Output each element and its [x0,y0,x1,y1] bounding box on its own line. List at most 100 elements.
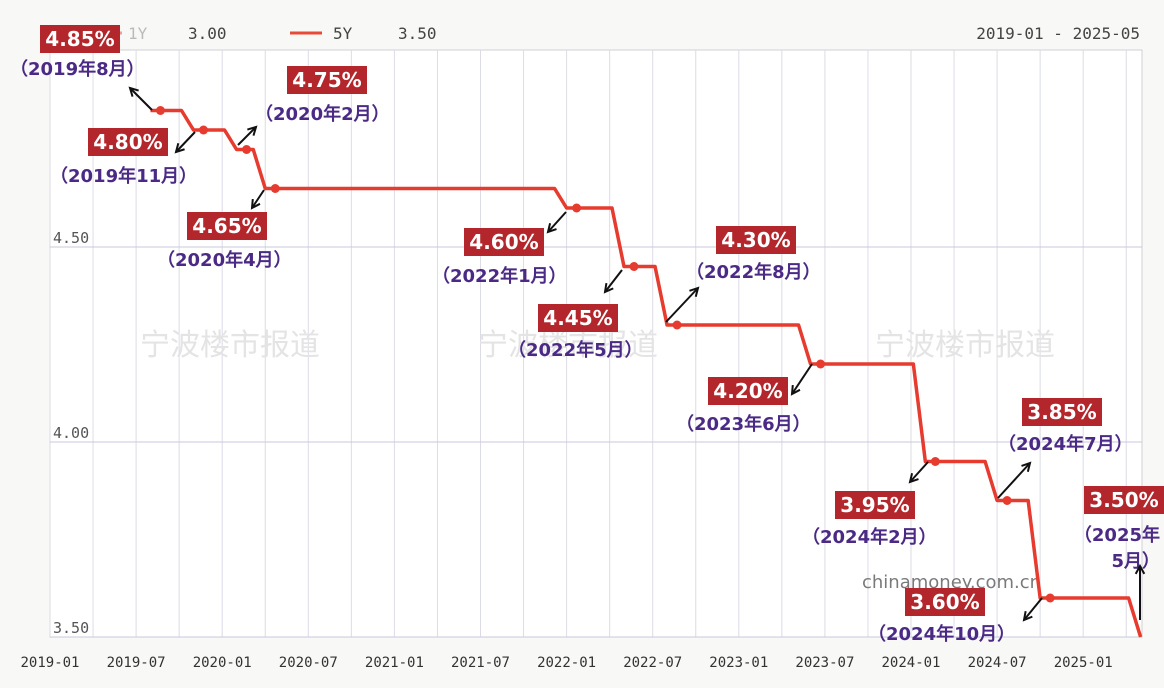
data-point [1045,593,1055,603]
plot-area [49,49,1143,638]
x-tick-label: 2024-07 [968,655,1027,671]
arrow-head [1021,461,1032,472]
y-tick-label: 4.50 [53,229,89,247]
arrow-head [546,223,557,234]
rate-annotation: 4.65% （2020年4月） [157,189,292,271]
rate-label: 4.65% [192,214,261,238]
rate-annotation: 4.30% （2022年8月） [665,226,821,323]
rate-label: 4.20% [713,379,782,403]
chart-grid [49,49,1143,638]
watermark-text: 宁波楼市报道 [478,328,658,363]
data-point [629,262,639,271]
x-tick-label: 2019-07 [107,655,166,671]
x-tick-label: 2020-07 [279,655,338,671]
arrow-line [909,461,929,483]
date-label: （2019年8月） [10,58,145,80]
watermarks: 宁波楼市报道 宁波楼市报道 宁波楼市报道 chinamoney.com.cn [140,328,1055,593]
watermark-text: 宁波楼市报道 [875,328,1055,363]
rate-label-box [538,304,618,332]
date-range-label: 2019-01 - 2025-05 [976,24,1140,43]
date-label: （2025年 [1074,524,1160,546]
chart-legend: 1Y 3.00 5Y 3.50 2019-01 - 2025-05 [100,24,1140,43]
x-tick-label: 2024-01 [881,655,940,671]
x-tick-label: 2022-07 [623,655,682,671]
data-point [930,457,940,466]
rate-annotation: 3.50% （2025年 5月） [1074,486,1164,620]
rate-annotation: 4.20% （2023年6月） [676,363,813,435]
x-tick-label: 2023-07 [795,655,854,671]
rate-annotation: 3.60% （2024年10月） [868,588,1043,645]
rate-label: 4.60% [469,230,538,254]
arrow-head [689,286,700,297]
arrow-line [129,87,153,111]
source-label: chinamoney.com.cn [862,572,1041,593]
data-point [270,184,280,193]
arrow-line [1023,597,1043,621]
x-tick-label: 2020-01 [193,655,252,671]
arrow-head [1134,563,1146,575]
date-label: （2023年6月） [676,413,811,435]
rate-annotation: 4.75% （2020年2月） [237,66,390,146]
arrow-head [174,143,185,154]
date-label: （2022年8月） [686,261,821,283]
rate-label-box [187,212,267,240]
chart-axes: 4.50 4.00 3.50 2019-01 2019-07 2020-01 2020-07… [20,229,1112,671]
rate-label-box [905,588,985,616]
rate-label-box [464,228,544,256]
date-label: （2024年2月） [802,526,937,548]
x-tick-label: 2021-01 [365,655,424,671]
arrow-line [237,126,257,146]
date-label: （2024年7月） [998,433,1133,455]
date-label: （2022年5月） [508,339,643,361]
rate-label-box [1084,486,1164,514]
legend-5y-value: 3.50 [398,24,437,43]
arrow-line [997,462,1031,499]
rate-label-box [88,128,168,156]
arrow-head [250,198,261,210]
x-tick-label: 2019-01 [20,655,79,671]
x-tick-label: 2022-01 [537,655,596,671]
rate-label: 3.50% [1089,488,1158,512]
rate-annotation: 4.80% （2019年11月） [50,128,197,187]
rate-label: 4.85% [45,27,114,51]
x-tick-label: 2023-01 [709,655,768,671]
legend-5y-name: 5Y [333,24,353,43]
arrow-line [175,131,196,153]
rate-label: 4.80% [93,130,162,154]
arrow-head [908,473,919,484]
x-tick-label: 2025-01 [1054,655,1113,671]
legend-1y-name: 1Y [128,24,148,43]
arrow-head [603,282,614,294]
data-point [155,106,165,115]
date-label: （2024年10月） [868,623,1015,645]
watermark-text: 宁波楼市报道 [140,328,320,363]
data-point [816,359,826,369]
date-label: （2022年1月） [432,265,567,287]
date-label: （2019年11月） [50,165,197,187]
rate-label-box [1022,398,1102,426]
rate-annotation: 3.95% （2024年2月） [802,461,937,548]
x-tick-label: 2021-07 [451,655,510,671]
rate-annotation: 4.85% （2019年8月） [10,25,153,111]
data-point [672,320,682,330]
arrow-line [604,269,623,293]
rate-label-box [40,25,120,53]
arrow-head [1022,610,1033,622]
date-label: 5月） [1111,551,1160,572]
rate-label: 4.30% [721,228,790,252]
arrow-line [547,211,567,233]
arrow-line [665,287,699,323]
rate-annotation: 3.85% （2024年7月） [997,398,1133,499]
date-label: （2020年2月） [255,103,390,125]
rate-label-box [287,66,367,94]
rate-annotation: 4.60% （2022年1月） [432,211,567,287]
y-tick-label: 4.00 [53,424,89,442]
data-point [572,203,582,213]
y-tick-label: 3.50 [53,619,89,637]
legend-1y-value: 3.00 [188,24,227,43]
data-point [1002,496,1012,505]
rate-label-box [835,491,915,519]
rate-label: 3.95% [840,493,909,517]
rate-label: 4.75% [292,68,361,92]
